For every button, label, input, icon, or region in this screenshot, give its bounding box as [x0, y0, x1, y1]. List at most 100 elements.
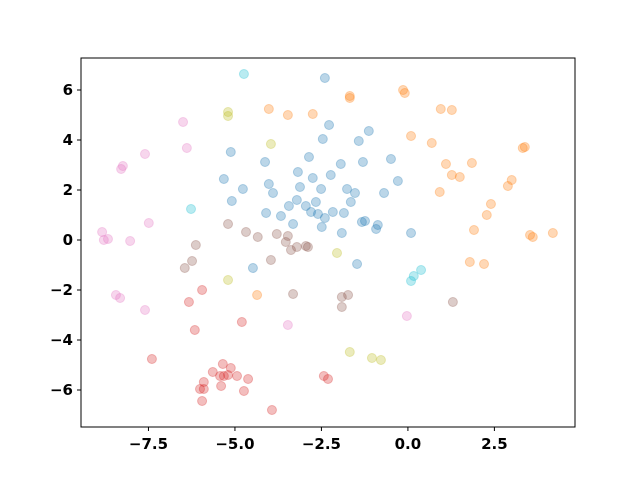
x-tick-label: 0.0: [395, 435, 422, 453]
point: [146, 354, 157, 364]
point: [325, 170, 336, 180]
point: [225, 363, 236, 373]
y-tick-label: 4: [63, 131, 73, 149]
point: [303, 152, 314, 162]
plot-frame: [80, 57, 576, 428]
point: [416, 265, 427, 275]
point: [506, 175, 517, 185]
point: [517, 143, 528, 153]
point: [307, 109, 318, 119]
point: [252, 290, 263, 300]
point: [479, 259, 490, 269]
point: [265, 255, 276, 265]
point: [344, 91, 355, 101]
point: [324, 120, 335, 130]
point: [218, 174, 229, 184]
point: [372, 220, 383, 230]
x-tick-label: 2.5: [481, 435, 508, 453]
point: [226, 196, 237, 206]
point: [302, 242, 313, 252]
point: [260, 157, 271, 167]
point: [187, 256, 198, 266]
point: [225, 147, 236, 157]
point: [547, 228, 558, 238]
point: [197, 285, 208, 295]
point: [319, 213, 330, 223]
y-tick-label: −4: [50, 331, 73, 349]
point: [408, 271, 419, 281]
point: [223, 370, 234, 380]
point: [454, 172, 465, 182]
point: [267, 188, 278, 198]
point: [406, 276, 417, 286]
point: [392, 176, 403, 186]
point: [327, 207, 338, 217]
point: [375, 355, 386, 365]
point: [338, 208, 349, 218]
point: [371, 224, 382, 234]
point: [238, 386, 249, 396]
x-tick-label: −5.0: [215, 435, 254, 453]
point: [280, 237, 291, 247]
point: [292, 167, 303, 177]
point: [323, 374, 333, 384]
point: [288, 289, 299, 299]
point: [195, 384, 206, 394]
point: [310, 197, 321, 207]
point: [385, 154, 396, 164]
point: [216, 381, 227, 391]
point: [317, 134, 328, 144]
point: [294, 182, 305, 192]
point: [98, 235, 109, 245]
point: [316, 222, 327, 232]
point: [247, 263, 258, 273]
y-tick-label: 0: [63, 231, 73, 249]
point: [345, 197, 356, 207]
y-tick-label: −6: [50, 381, 73, 399]
point: [312, 209, 323, 219]
point: [110, 290, 121, 300]
point: [291, 195, 302, 205]
point: [261, 208, 272, 218]
point: [288, 219, 299, 229]
point: [318, 371, 329, 381]
point: [252, 232, 263, 242]
point: [343, 290, 354, 300]
point: [143, 218, 154, 228]
point: [464, 257, 475, 267]
point: [238, 69, 249, 79]
point: [125, 236, 136, 246]
point: [336, 302, 347, 312]
point: [179, 263, 190, 273]
point: [440, 159, 451, 169]
point: [344, 347, 355, 357]
point: [263, 179, 274, 189]
point: [116, 164, 127, 174]
point: [356, 217, 367, 227]
point: [283, 201, 294, 211]
point: [485, 199, 496, 209]
point: [481, 210, 492, 220]
point: [300, 241, 311, 251]
point: [349, 188, 360, 198]
point: [406, 228, 417, 238]
point: [525, 230, 536, 240]
point: [379, 188, 390, 198]
y-tick-label: −2: [50, 281, 73, 299]
point: [306, 207, 317, 217]
point: [285, 245, 296, 255]
point: [360, 216, 371, 226]
point: [236, 317, 247, 327]
point: [353, 136, 364, 146]
point: [336, 292, 347, 302]
point: [527, 232, 538, 242]
point: [217, 359, 228, 369]
point: [352, 259, 363, 269]
point: [183, 297, 194, 307]
point: [363, 126, 374, 136]
point: [357, 157, 368, 167]
point: [117, 161, 128, 171]
point: [426, 138, 437, 148]
